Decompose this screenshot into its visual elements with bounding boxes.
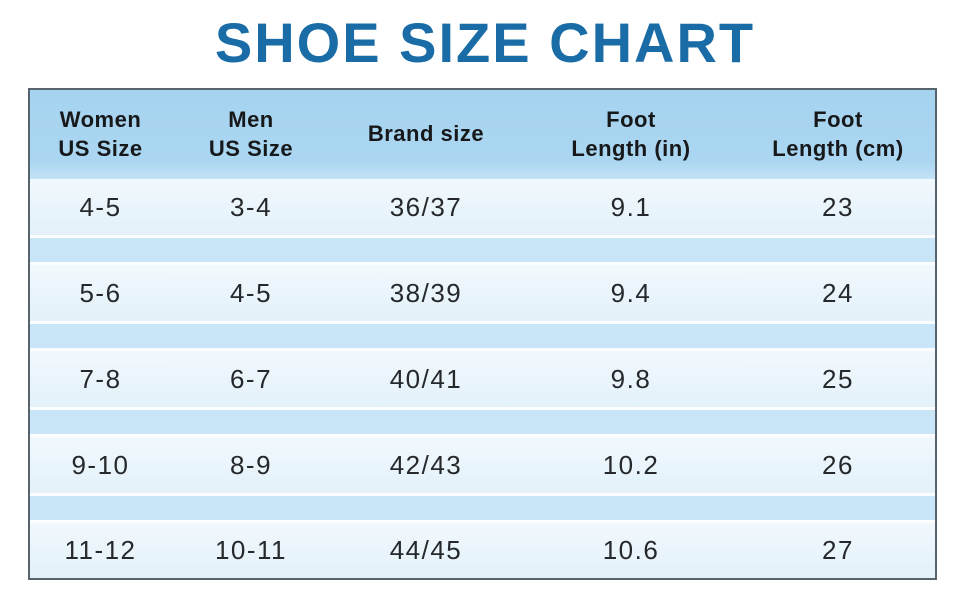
table-cell-foot-length-in: 9.1 bbox=[521, 179, 741, 235]
table-cell-women-us-size: 9-10 bbox=[29, 437, 171, 493]
table-header-row: Women US Size Men US Size Brand size Foo… bbox=[29, 89, 936, 179]
header-line: Foot bbox=[813, 106, 863, 132]
table-cell-brand-size: 44/45 bbox=[331, 523, 521, 579]
table-cell-men-us-size: 6-7 bbox=[171, 351, 331, 407]
column-header-foot-length-cm: Foot Length (cm) bbox=[741, 89, 936, 179]
table-cell-women-us-size: 4-5 bbox=[29, 179, 171, 235]
table-cell-men-us-size: 8-9 bbox=[171, 437, 331, 493]
table-cell-brand-size: 38/39 bbox=[331, 265, 521, 321]
column-header-women-us-size: Women US Size bbox=[29, 89, 171, 179]
table-cell-foot-length-in: 10.2 bbox=[521, 437, 741, 493]
separator-row bbox=[29, 235, 936, 265]
separator-band bbox=[29, 493, 936, 523]
table-cell-men-us-size: 3-4 bbox=[171, 179, 331, 235]
table-cell-brand-size: 42/43 bbox=[331, 437, 521, 493]
table-cell-foot-length-in: 9.8 bbox=[521, 351, 741, 407]
table-cell-women-us-size: 11-12 bbox=[29, 523, 171, 579]
table-cell-foot-length-cm: 26 bbox=[741, 437, 936, 493]
column-header-men-us-size: Men US Size bbox=[171, 89, 331, 179]
table-row: 5-6 4-5 38/39 9.4 24 bbox=[29, 265, 936, 321]
separator-row bbox=[29, 321, 936, 351]
separator-band bbox=[29, 407, 936, 437]
table-cell-women-us-size: 7-8 bbox=[29, 351, 171, 407]
separator-row bbox=[29, 493, 936, 523]
header-line: Length (cm) bbox=[772, 135, 904, 161]
table-cell-brand-size: 36/37 bbox=[331, 179, 521, 235]
separator-band bbox=[29, 235, 936, 265]
table-cell-foot-length-cm: 27 bbox=[741, 523, 936, 579]
header-line: Men bbox=[228, 106, 274, 132]
header-line: Women bbox=[59, 106, 142, 132]
table-cell-foot-length-cm: 23 bbox=[741, 179, 936, 235]
table-cell-men-us-size: 4-5 bbox=[171, 265, 331, 321]
table-row: 11-12 10-11 44/45 10.6 27 bbox=[29, 523, 936, 579]
column-header-brand-size: Brand size bbox=[331, 89, 521, 179]
table-cell-women-us-size: 5-6 bbox=[29, 265, 171, 321]
header-line: Foot bbox=[606, 106, 656, 132]
separator-row bbox=[29, 407, 936, 437]
column-header-foot-length-in: Foot Length (in) bbox=[521, 89, 741, 179]
table-cell-foot-length-cm: 25 bbox=[741, 351, 936, 407]
page-title: SHOE SIZE CHART bbox=[214, 11, 756, 74]
header-line: US Size bbox=[208, 135, 294, 161]
table-cell-men-us-size: 10-11 bbox=[171, 523, 331, 579]
header-line: Brand size bbox=[367, 121, 485, 147]
header-line: Length (in) bbox=[571, 135, 691, 161]
table-cell-brand-size: 40/41 bbox=[331, 351, 521, 407]
table-cell-foot-length-in: 10.6 bbox=[521, 523, 741, 579]
table-row: 9-10 8-9 42/43 10.2 26 bbox=[29, 437, 936, 493]
separator-band bbox=[29, 321, 936, 351]
header-line: US Size bbox=[58, 135, 143, 161]
table-cell-foot-length-cm: 24 bbox=[741, 265, 936, 321]
table-row: 4-5 3-4 36/37 9.1 23 bbox=[29, 179, 936, 235]
table-cell-foot-length-in: 9.4 bbox=[521, 265, 741, 321]
shoe-size-table: Women US Size Men US Size Brand size Foo… bbox=[28, 88, 937, 580]
table-row: 7-8 6-7 40/41 9.8 25 bbox=[29, 351, 936, 407]
